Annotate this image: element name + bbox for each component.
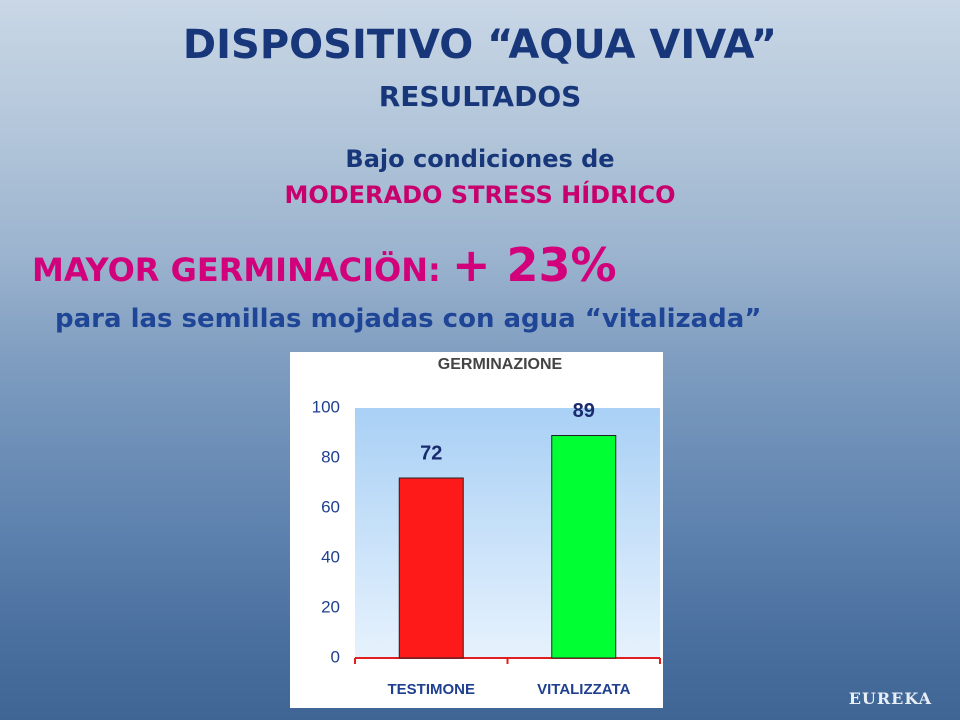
y-tick-label: 100 <box>312 397 340 416</box>
value-label: 72 <box>420 442 442 464</box>
condition-highlight: MODERADO STRESS HÍDRICO <box>284 181 676 209</box>
chart: GERMINAZIONE 0 20 40 60 80 100 TESTIMONE 72 VITA… <box>290 352 663 708</box>
slide-subtitle: RESULTADOS <box>378 80 582 113</box>
bar <box>551 435 617 659</box>
footer-logo: EUREKA <box>848 689 932 708</box>
y-tick-label: 40 <box>321 547 340 566</box>
bar <box>398 477 464 659</box>
x-tick-label: VITALIZZATA <box>537 681 630 698</box>
condition-line: Bajo condiciones de <box>345 145 615 173</box>
headline-text: MAYOR GERMINACIÖN: <box>32 251 441 289</box>
headline: MAYOR GERMINACIÖN: + 23% <box>32 238 617 292</box>
y-tick-label: 80 <box>321 447 340 466</box>
x-tick-label: TESTIMONE <box>387 681 475 698</box>
y-tick-label: 0 <box>331 647 340 666</box>
value-label: 89 <box>573 400 595 422</box>
y-tick-label: 60 <box>321 497 340 516</box>
headline-value: + 23% <box>451 238 617 292</box>
y-tick-label: 20 <box>321 597 340 616</box>
chart-title: GERMINAZIONE <box>438 356 563 373</box>
slide-title: DISPOSITIVO “AQUA VIVA” <box>182 22 778 68</box>
tagline: para las semillas mojadas con agua “vita… <box>55 304 762 334</box>
